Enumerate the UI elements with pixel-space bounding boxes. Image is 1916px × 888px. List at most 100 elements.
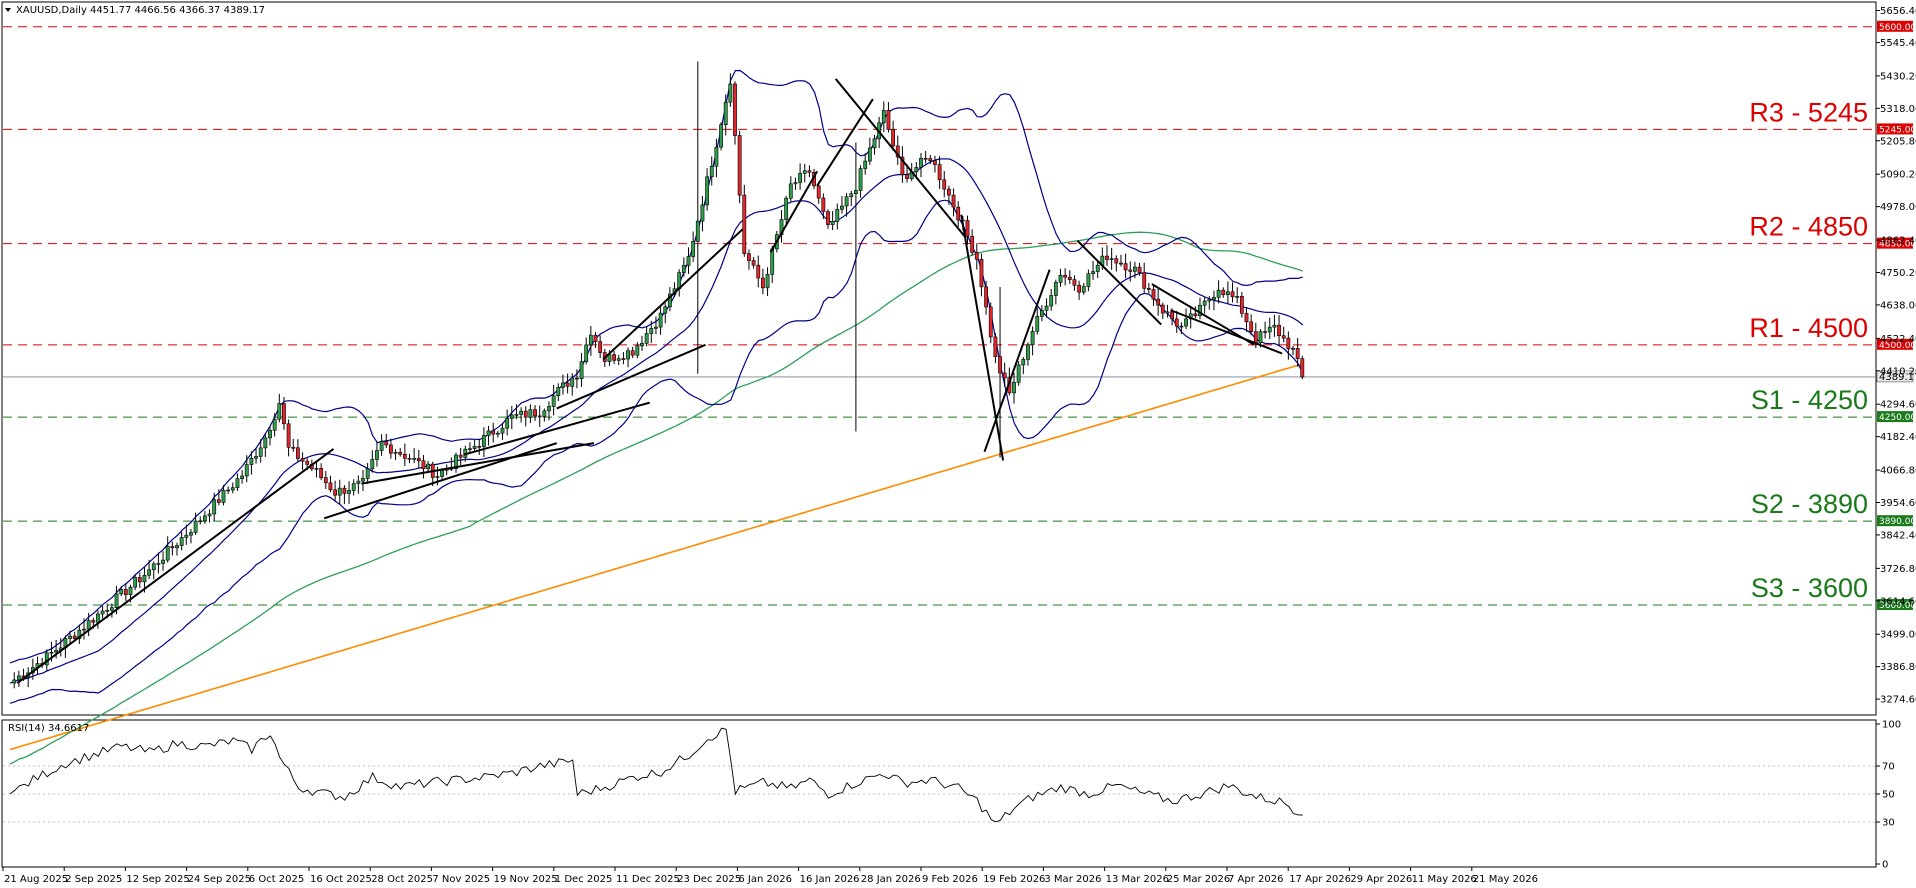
candle-down bbox=[1151, 289, 1156, 300]
level-4500-tag-text: 4500.00 bbox=[1879, 341, 1916, 351]
candle bbox=[612, 350, 617, 364]
candle bbox=[570, 373, 575, 396]
candle bbox=[933, 155, 937, 173]
candle bbox=[584, 337, 589, 365]
candle-down bbox=[886, 110, 891, 130]
candle-up bbox=[119, 589, 124, 595]
time-tick-label: 28 Oct 2025 bbox=[371, 874, 433, 885]
price-tick-label: 4066.80 bbox=[1880, 466, 1916, 477]
candle bbox=[1063, 268, 1068, 286]
candle-up bbox=[1035, 316, 1040, 332]
candle-up bbox=[1212, 297, 1216, 300]
candle-up bbox=[1086, 273, 1091, 287]
candle bbox=[998, 286, 1002, 458]
level-3890-tag-bg bbox=[1877, 515, 1913, 527]
candle-down bbox=[1002, 372, 1007, 379]
candle bbox=[244, 455, 249, 483]
candle-down bbox=[946, 188, 951, 196]
level-3890-price-tag: 3890.00 bbox=[1877, 515, 1916, 527]
price-tick-label: 5318.00 bbox=[1880, 104, 1916, 115]
candle-up bbox=[175, 545, 179, 549]
time-tick-label: 16 Oct 2025 bbox=[310, 874, 372, 885]
level-label-3600: S3 - 3600 bbox=[1751, 573, 1868, 603]
candle-down bbox=[1239, 296, 1244, 314]
candle bbox=[542, 408, 547, 422]
candle-up bbox=[151, 563, 156, 571]
candle bbox=[988, 302, 993, 344]
candle-down bbox=[984, 286, 989, 308]
candle-down bbox=[458, 454, 463, 458]
price-axis: 5600.00 5245.00 4850.00 4500.00 4250.00 3890.… bbox=[1876, 6, 1916, 706]
candle-up bbox=[1198, 304, 1202, 317]
level-5600-tag-text: 5600.00 bbox=[1879, 23, 1916, 33]
candle-up bbox=[412, 458, 417, 460]
candle-up bbox=[919, 157, 923, 168]
candle bbox=[719, 122, 723, 151]
candle-up bbox=[844, 196, 849, 207]
candle-up bbox=[1133, 266, 1137, 272]
collapse-triangle-icon[interactable] bbox=[5, 8, 11, 12]
candle bbox=[426, 460, 431, 473]
candle bbox=[365, 462, 370, 485]
candle bbox=[412, 447, 417, 464]
candle bbox=[1119, 254, 1123, 267]
moving-average-long bbox=[9, 363, 1303, 751]
candle-down bbox=[1221, 289, 1226, 295]
candle bbox=[830, 210, 835, 231]
candle bbox=[695, 61, 700, 374]
candle-down bbox=[123, 589, 128, 596]
candle bbox=[398, 447, 403, 457]
candle-up bbox=[556, 387, 561, 397]
candle bbox=[235, 473, 240, 491]
candle-down bbox=[1277, 324, 1281, 337]
candle-down bbox=[170, 546, 175, 549]
candle bbox=[1002, 362, 1007, 387]
candle-up bbox=[681, 265, 686, 273]
candle-up bbox=[788, 183, 793, 199]
candle bbox=[1077, 280, 1082, 300]
candle-up bbox=[644, 333, 649, 344]
candle-up bbox=[691, 241, 696, 257]
candle-down bbox=[384, 441, 389, 446]
time-tick-label: 28 Jan 2026 bbox=[861, 874, 921, 885]
candle-up bbox=[96, 613, 100, 623]
trend-line bbox=[769, 170, 818, 253]
candle bbox=[714, 138, 719, 178]
time-tick-label: 6 Oct 2025 bbox=[249, 874, 304, 885]
time-tick-label: 19 Nov 2025 bbox=[494, 874, 558, 885]
candle bbox=[886, 102, 891, 133]
candle-up bbox=[486, 430, 491, 436]
candle-up bbox=[514, 414, 519, 416]
candle-up bbox=[272, 418, 277, 431]
candle-up bbox=[579, 361, 584, 379]
candle bbox=[946, 185, 951, 205]
candle bbox=[1133, 261, 1137, 279]
candle-down bbox=[216, 499, 221, 503]
candle-down bbox=[295, 447, 300, 459]
instrument-label: XAUUSD,Daily bbox=[16, 5, 87, 16]
candle-up bbox=[263, 437, 268, 449]
candle bbox=[1109, 247, 1114, 270]
candle-down bbox=[1119, 262, 1123, 265]
trend-line bbox=[361, 442, 595, 485]
candle-down bbox=[630, 350, 635, 356]
candle-up bbox=[147, 569, 152, 576]
level-4250-price-tag: 4250.00 bbox=[1877, 411, 1916, 423]
candle bbox=[379, 434, 384, 456]
level-4850-tag-bg bbox=[1877, 237, 1913, 249]
candle bbox=[1226, 281, 1230, 305]
candle-up bbox=[793, 182, 798, 185]
candle-down bbox=[593, 334, 598, 342]
candle bbox=[468, 442, 472, 453]
candle-up bbox=[1272, 324, 1277, 328]
candle bbox=[133, 574, 138, 591]
candle-up bbox=[686, 256, 691, 266]
candle bbox=[858, 165, 863, 198]
candle-up bbox=[1026, 344, 1030, 360]
candle-up bbox=[12, 679, 17, 684]
candle-up bbox=[133, 577, 138, 588]
candle bbox=[221, 484, 226, 506]
candle bbox=[519, 407, 524, 423]
candle bbox=[319, 463, 324, 481]
